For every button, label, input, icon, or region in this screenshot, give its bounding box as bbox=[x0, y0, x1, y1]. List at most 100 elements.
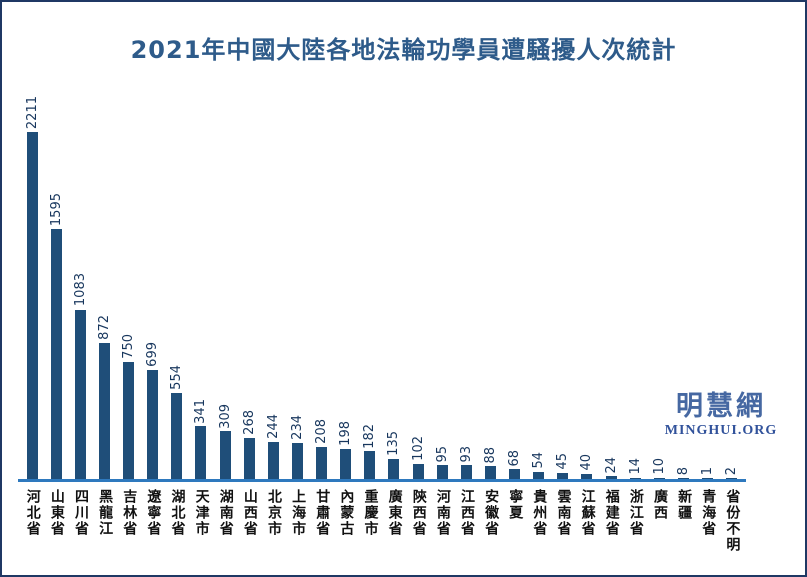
bar bbox=[340, 448, 352, 480]
bar-column: 699 bbox=[141, 90, 165, 480]
bar-value-label: 341 bbox=[193, 398, 209, 424]
bar bbox=[171, 392, 183, 480]
bar-value-label: 268 bbox=[241, 410, 257, 435]
bar-column: 135 bbox=[382, 90, 406, 480]
bar-column: 268 bbox=[237, 90, 261, 480]
bar bbox=[243, 437, 255, 480]
bar-value-label: 2 bbox=[724, 466, 740, 475]
bar bbox=[460, 465, 472, 480]
bar-column: 1083 bbox=[68, 90, 92, 480]
category-label-text: 北京市 bbox=[265, 489, 282, 537]
bar bbox=[195, 426, 207, 480]
bar-column: 182 bbox=[358, 90, 382, 480]
bar-chart-plot-area: 2211 1595 1083 872 750 699 554 341 309 268 244 234 2… bbox=[20, 90, 744, 480]
bar-column: 309 bbox=[213, 90, 237, 480]
bar bbox=[219, 431, 231, 480]
bar bbox=[123, 361, 134, 480]
category-label-text: 河南省 bbox=[434, 489, 451, 537]
bar-column: 45 bbox=[551, 90, 575, 480]
category-label-text: 黑龍江 bbox=[97, 489, 114, 537]
category-label-text: 福建省 bbox=[603, 489, 620, 537]
category-label: 河南省 bbox=[430, 489, 454, 537]
bar-value-label: 234 bbox=[289, 415, 305, 441]
category-label-text: 省份不明 bbox=[724, 489, 741, 553]
category-label-text: 貴州省 bbox=[531, 489, 548, 537]
bar-column: 95 bbox=[430, 90, 454, 480]
bar-value-label: 24 bbox=[603, 456, 619, 474]
category-label-text: 青海省 bbox=[700, 489, 717, 537]
bar-value-label: 1083 bbox=[72, 273, 88, 307]
category-label: 上海市 bbox=[285, 489, 309, 537]
bar bbox=[436, 465, 448, 480]
category-label-text: 湖北省 bbox=[169, 489, 186, 537]
category-label-text: 山東省 bbox=[48, 489, 65, 537]
category-label: 省份不明 bbox=[720, 489, 744, 553]
bar-value-label: 95 bbox=[434, 445, 450, 463]
category-label: 安徽省 bbox=[478, 489, 502, 537]
bar bbox=[147, 369, 159, 480]
bar-column: 2211 bbox=[20, 90, 44, 480]
bar bbox=[605, 476, 617, 480]
bar bbox=[50, 228, 62, 480]
bar-column: 54 bbox=[527, 90, 551, 480]
category-label-text: 新疆 bbox=[676, 489, 693, 521]
category-label-text: 重慶市 bbox=[362, 489, 379, 537]
bar-column: 872 bbox=[92, 90, 116, 480]
category-label: 貴州省 bbox=[527, 489, 551, 537]
bar-column: 341 bbox=[189, 90, 213, 480]
category-label-text: 河北省 bbox=[24, 489, 41, 537]
bar-value-label: 309 bbox=[217, 403, 233, 429]
category-label: 遼寧省 bbox=[141, 489, 165, 537]
category-label-text: 廣西 bbox=[651, 489, 668, 521]
category-label: 甘肅省 bbox=[310, 489, 334, 537]
category-label: 雲南省 bbox=[551, 489, 575, 537]
category-label: 福建省 bbox=[599, 489, 623, 537]
category-label: 天津市 bbox=[189, 489, 213, 537]
category-label: 湖北省 bbox=[165, 489, 189, 537]
bar-value-label: 8 bbox=[675, 466, 691, 475]
bar-column: 88 bbox=[478, 90, 502, 480]
category-label: 廣西 bbox=[647, 489, 671, 521]
bar-value-label: 10 bbox=[651, 458, 667, 475]
bar-column: 14 bbox=[623, 90, 647, 480]
bar-value-label: 45 bbox=[555, 453, 571, 470]
category-label-text: 內蒙古 bbox=[338, 489, 355, 537]
bar bbox=[74, 309, 86, 480]
bar bbox=[388, 458, 400, 480]
bar-column: 93 bbox=[454, 90, 478, 480]
category-label: 江蘇省 bbox=[575, 489, 599, 537]
category-label: 北京市 bbox=[261, 489, 285, 537]
category-label: 青海省 bbox=[696, 489, 720, 537]
category-label: 新疆 bbox=[671, 489, 695, 521]
bar bbox=[629, 477, 641, 480]
bar-value-label: 208 bbox=[314, 419, 329, 445]
bar-value-label: 54 bbox=[531, 451, 547, 469]
chart-title: 2021年中國大陸各地法輪功學員遭騷擾人次統計 bbox=[130, 36, 677, 64]
bar-value-label: 872 bbox=[96, 314, 112, 340]
bar-value-label: 135 bbox=[386, 430, 402, 456]
category-label-text: 安徽省 bbox=[483, 489, 500, 537]
bar-value-label: 699 bbox=[145, 342, 161, 367]
category-label: 廣東省 bbox=[382, 489, 406, 537]
category-label-text: 四川省 bbox=[72, 489, 89, 537]
category-label-text: 上海市 bbox=[290, 489, 307, 537]
bar-value-label: 14 bbox=[627, 458, 643, 475]
category-label-text: 寧夏 bbox=[507, 489, 524, 521]
category-label-text: 雲南省 bbox=[555, 489, 572, 537]
bar bbox=[484, 466, 496, 480]
bar bbox=[98, 342, 110, 480]
bar-column: 24 bbox=[599, 90, 623, 480]
category-label-text: 遼寧省 bbox=[145, 489, 162, 537]
bar-value-label: 1 bbox=[700, 466, 715, 475]
bar-value-label: 554 bbox=[169, 364, 185, 390]
category-label: 河北省 bbox=[20, 489, 44, 537]
category-label-text: 江西省 bbox=[458, 489, 475, 537]
bar-column: 198 bbox=[334, 90, 358, 480]
bar bbox=[557, 472, 569, 480]
category-label: 浙江省 bbox=[623, 489, 647, 537]
category-label-text: 吉林省 bbox=[121, 489, 138, 537]
category-label: 江西省 bbox=[454, 489, 478, 537]
bar-value-label: 1595 bbox=[48, 192, 64, 226]
category-label: 山西省 bbox=[237, 489, 261, 537]
